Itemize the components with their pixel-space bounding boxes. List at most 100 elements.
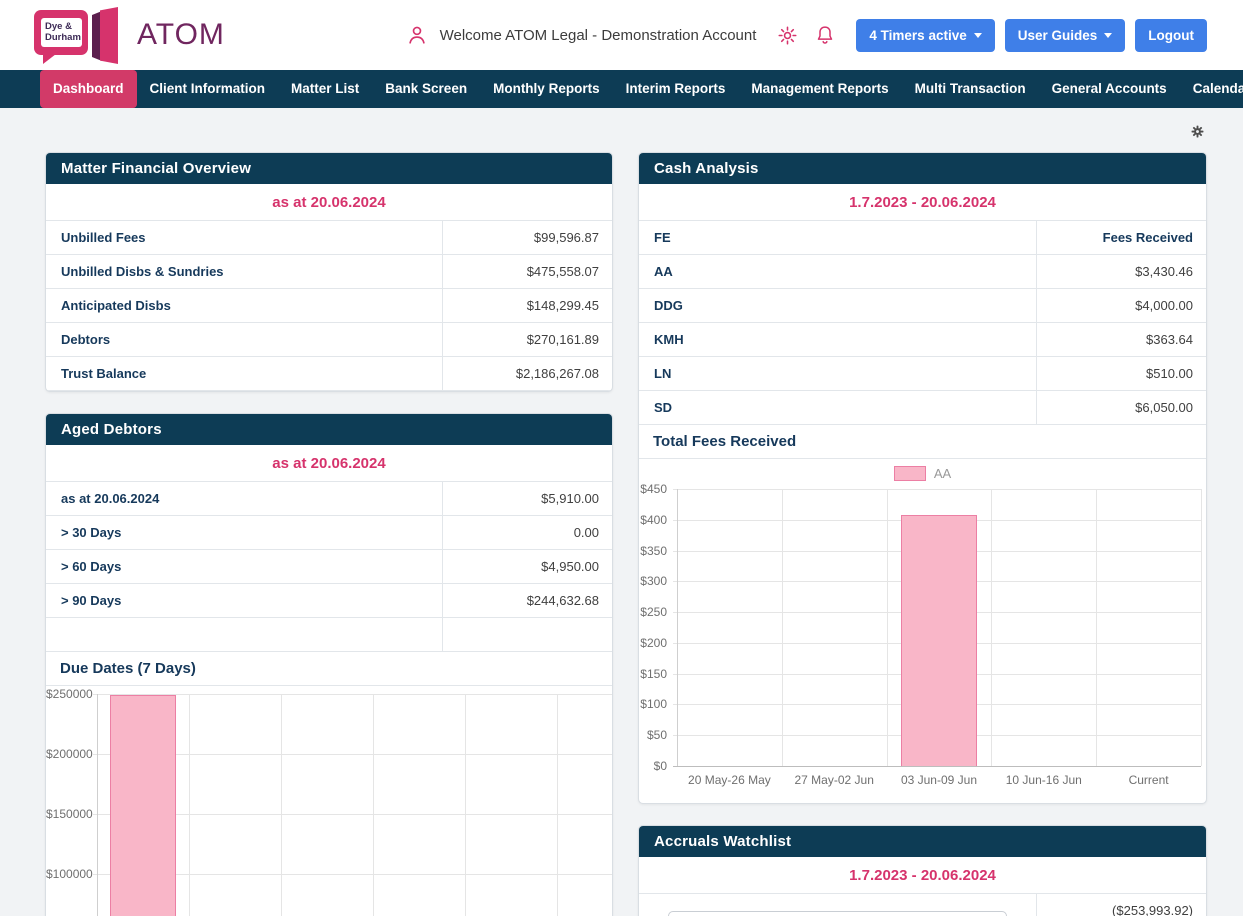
row-value: $510.00 <box>1036 357 1206 390</box>
row-label: Trust Balance <box>61 366 147 381</box>
nav-tab-monthly-reports[interactable]: Monthly Reports <box>493 81 600 96</box>
y-axis-tick-label: $350 <box>640 543 667 558</box>
table-row: > 30 Days 0.00 <box>46 516 612 550</box>
table-row: AA $3,430.46 <box>639 255 1206 289</box>
panel-subtitle: as at 20.06.2024 <box>46 184 612 221</box>
accruals-filter-input[interactable] <box>668 911 1007 916</box>
row-value: $4,000.00 <box>1036 289 1206 322</box>
nav-tab-calendar[interactable]: Calendar <box>1192 81 1243 96</box>
nav-tab-bank-screen[interactable]: Bank Screen <box>385 81 468 96</box>
y-axis-tick-label: $50 <box>646 728 667 743</box>
table-row: Anticipated Disbs $148,299.45 <box>46 289 612 323</box>
cash-analysis-panel: Cash Analysis 1.7.2023 - 20.06.2024 FE F… <box>638 152 1207 804</box>
chart-legend-item[interactable]: AA <box>639 466 1206 481</box>
app-name: ATOM <box>137 18 225 51</box>
nav-tab-multi-transaction[interactable]: Multi Transaction <box>914 81 1026 96</box>
chart-title: Due Dates (7 Days) <box>46 652 612 686</box>
x-axis-label: 20 May-26 May <box>688 773 771 787</box>
y-axis-tick-label: $300 <box>640 574 667 589</box>
row-label <box>46 618 442 651</box>
row-label: DDG <box>654 298 683 313</box>
brand-home-link[interactable]: Dye & Durham ATOM <box>34 7 225 64</box>
row-value: $363.64 <box>1036 323 1206 356</box>
total-fees-received-chart: AA $450 $400 $350 $300 $250 $200 $150 $100 $50 $0 2… <box>639 459 1206 796</box>
row-value: $4,950.00 <box>442 550 612 583</box>
logo-wordmark: Dye & Durham <box>41 18 82 47</box>
legend-swatch <box>893 466 926 481</box>
row-value: ($253,993.92) <box>1036 894 1206 916</box>
y-axis-tick-label: $0 <box>653 759 667 773</box>
row-value: $148,299.45 <box>442 289 612 322</box>
y-axis-tick-label: $100000 <box>46 867 93 881</box>
chart-bar-03 Jun-09 Jun[interactable] <box>901 514 977 766</box>
x-gridline <box>1201 489 1202 766</box>
x-axis-label: Current <box>1128 773 1169 787</box>
row-label: FE <box>654 230 671 245</box>
settings-gear-icon[interactable] <box>774 25 800 46</box>
panel-title: Cash Analysis <box>639 153 1206 184</box>
row-label: KMH <box>654 332 684 347</box>
y-gridline <box>93 874 612 875</box>
row-label: Debtors <box>61 332 111 347</box>
row-value: $270,161.89 <box>442 323 612 356</box>
panel-title: Matter Financial Overview <box>46 153 612 184</box>
nav-tab-client-information[interactable]: Client Information <box>149 81 266 96</box>
right-column: Cash Analysis 1.7.2023 - 20.06.2024 FE F… <box>638 152 1207 916</box>
panel-subtitle: 1.7.2023 - 20.06.2024 <box>639 184 1206 221</box>
left-column: Matter Financial Overview as at 20.06.20… <box>45 152 613 916</box>
table-row: Unbilled Fees $99,596.87 <box>46 221 612 255</box>
nav-tab-dashboard[interactable]: Dashboard <box>40 70 137 108</box>
panel-title: Accruals Watchlist <box>639 826 1206 857</box>
table-row: > 60 Days $4,950.00 <box>46 550 612 584</box>
logout-label: Logout <box>1148 27 1194 43</box>
user-icon <box>404 24 430 46</box>
table-row: DDG $4,000.00 <box>639 289 1206 323</box>
nav-tab-management-reports[interactable]: Management Reports <box>751 81 889 96</box>
aged-debtors-panel: Aged Debtors as at 20.06.2024 as at 20.0… <box>45 413 613 916</box>
x-gridline <box>1096 489 1098 766</box>
row-value: $99,596.87 <box>442 221 612 254</box>
x-axis-label: 27 May-02 Jun <box>794 773 874 787</box>
caret-down-icon <box>973 32 982 38</box>
table-row: Debtors $270,161.89 <box>46 323 612 357</box>
row-label: LN <box>654 366 672 381</box>
row-label <box>639 894 1036 916</box>
row-label: Unbilled Disbs & Sundries <box>61 264 224 279</box>
y-axis-tick-label: $200000 <box>46 747 93 761</box>
timers-active-button[interactable]: 4 Timers active <box>856 18 995 52</box>
row-label: AA <box>654 264 673 279</box>
y-axis-tick-label: $250000 <box>46 687 93 701</box>
y-axis-tick-label: $100 <box>640 697 667 712</box>
table-row: as at 20.06.2024 $5,910.00 <box>46 482 612 516</box>
chart-bar-slot-1[interactable] <box>109 694 177 916</box>
dashboard-settings-gear-icon[interactable] <box>1190 124 1205 144</box>
logout-button[interactable]: Logout <box>1135 18 1207 52</box>
header-actions: Welcome ATOM Legal - Demonstration Accou… <box>404 18 1207 52</box>
notifications-bell-icon[interactable] <box>812 24 838 46</box>
row-value: $244,632.68 <box>442 584 612 617</box>
nav-tab-matter-list[interactable]: Matter List <box>291 81 360 96</box>
table-row-empty <box>46 618 612 652</box>
y-axis-tick-label: $150 <box>640 666 667 681</box>
panel-subtitle: as at 20.06.2024 <box>46 445 612 482</box>
row-label: Unbilled Fees <box>61 230 146 245</box>
caret-down-icon <box>1104 32 1113 38</box>
nav-tab-interim-reports[interactable]: Interim Reports <box>625 81 726 96</box>
x-gridline <box>465 694 466 916</box>
table-row: > 90 Days $244,632.68 <box>46 584 612 618</box>
y-axis-tick-label: $250 <box>640 605 667 620</box>
table-row: SD $6,050.00 <box>639 391 1206 425</box>
logo-book-edge <box>92 11 102 61</box>
row-value: 0.00 <box>442 516 612 549</box>
due-dates-chart: $250000$200000$150000$100000$50000$0 <box>46 686 612 916</box>
row-value: $475,558.07 <box>442 255 612 288</box>
x-gridline <box>886 489 888 766</box>
nav-tab-general-accounts[interactable]: General Accounts <box>1051 81 1167 96</box>
table-row: KMH $363.64 <box>639 323 1206 357</box>
user-guides-button[interactable]: User Guides <box>1004 18 1126 52</box>
y-gridline <box>93 814 612 815</box>
x-axis-label: 10 Jun-16 Jun <box>1005 773 1082 787</box>
row-label: Anticipated Disbs <box>61 298 171 313</box>
logo-book-cover <box>100 7 118 64</box>
row-value: $2,186,267.08 <box>442 357 612 390</box>
